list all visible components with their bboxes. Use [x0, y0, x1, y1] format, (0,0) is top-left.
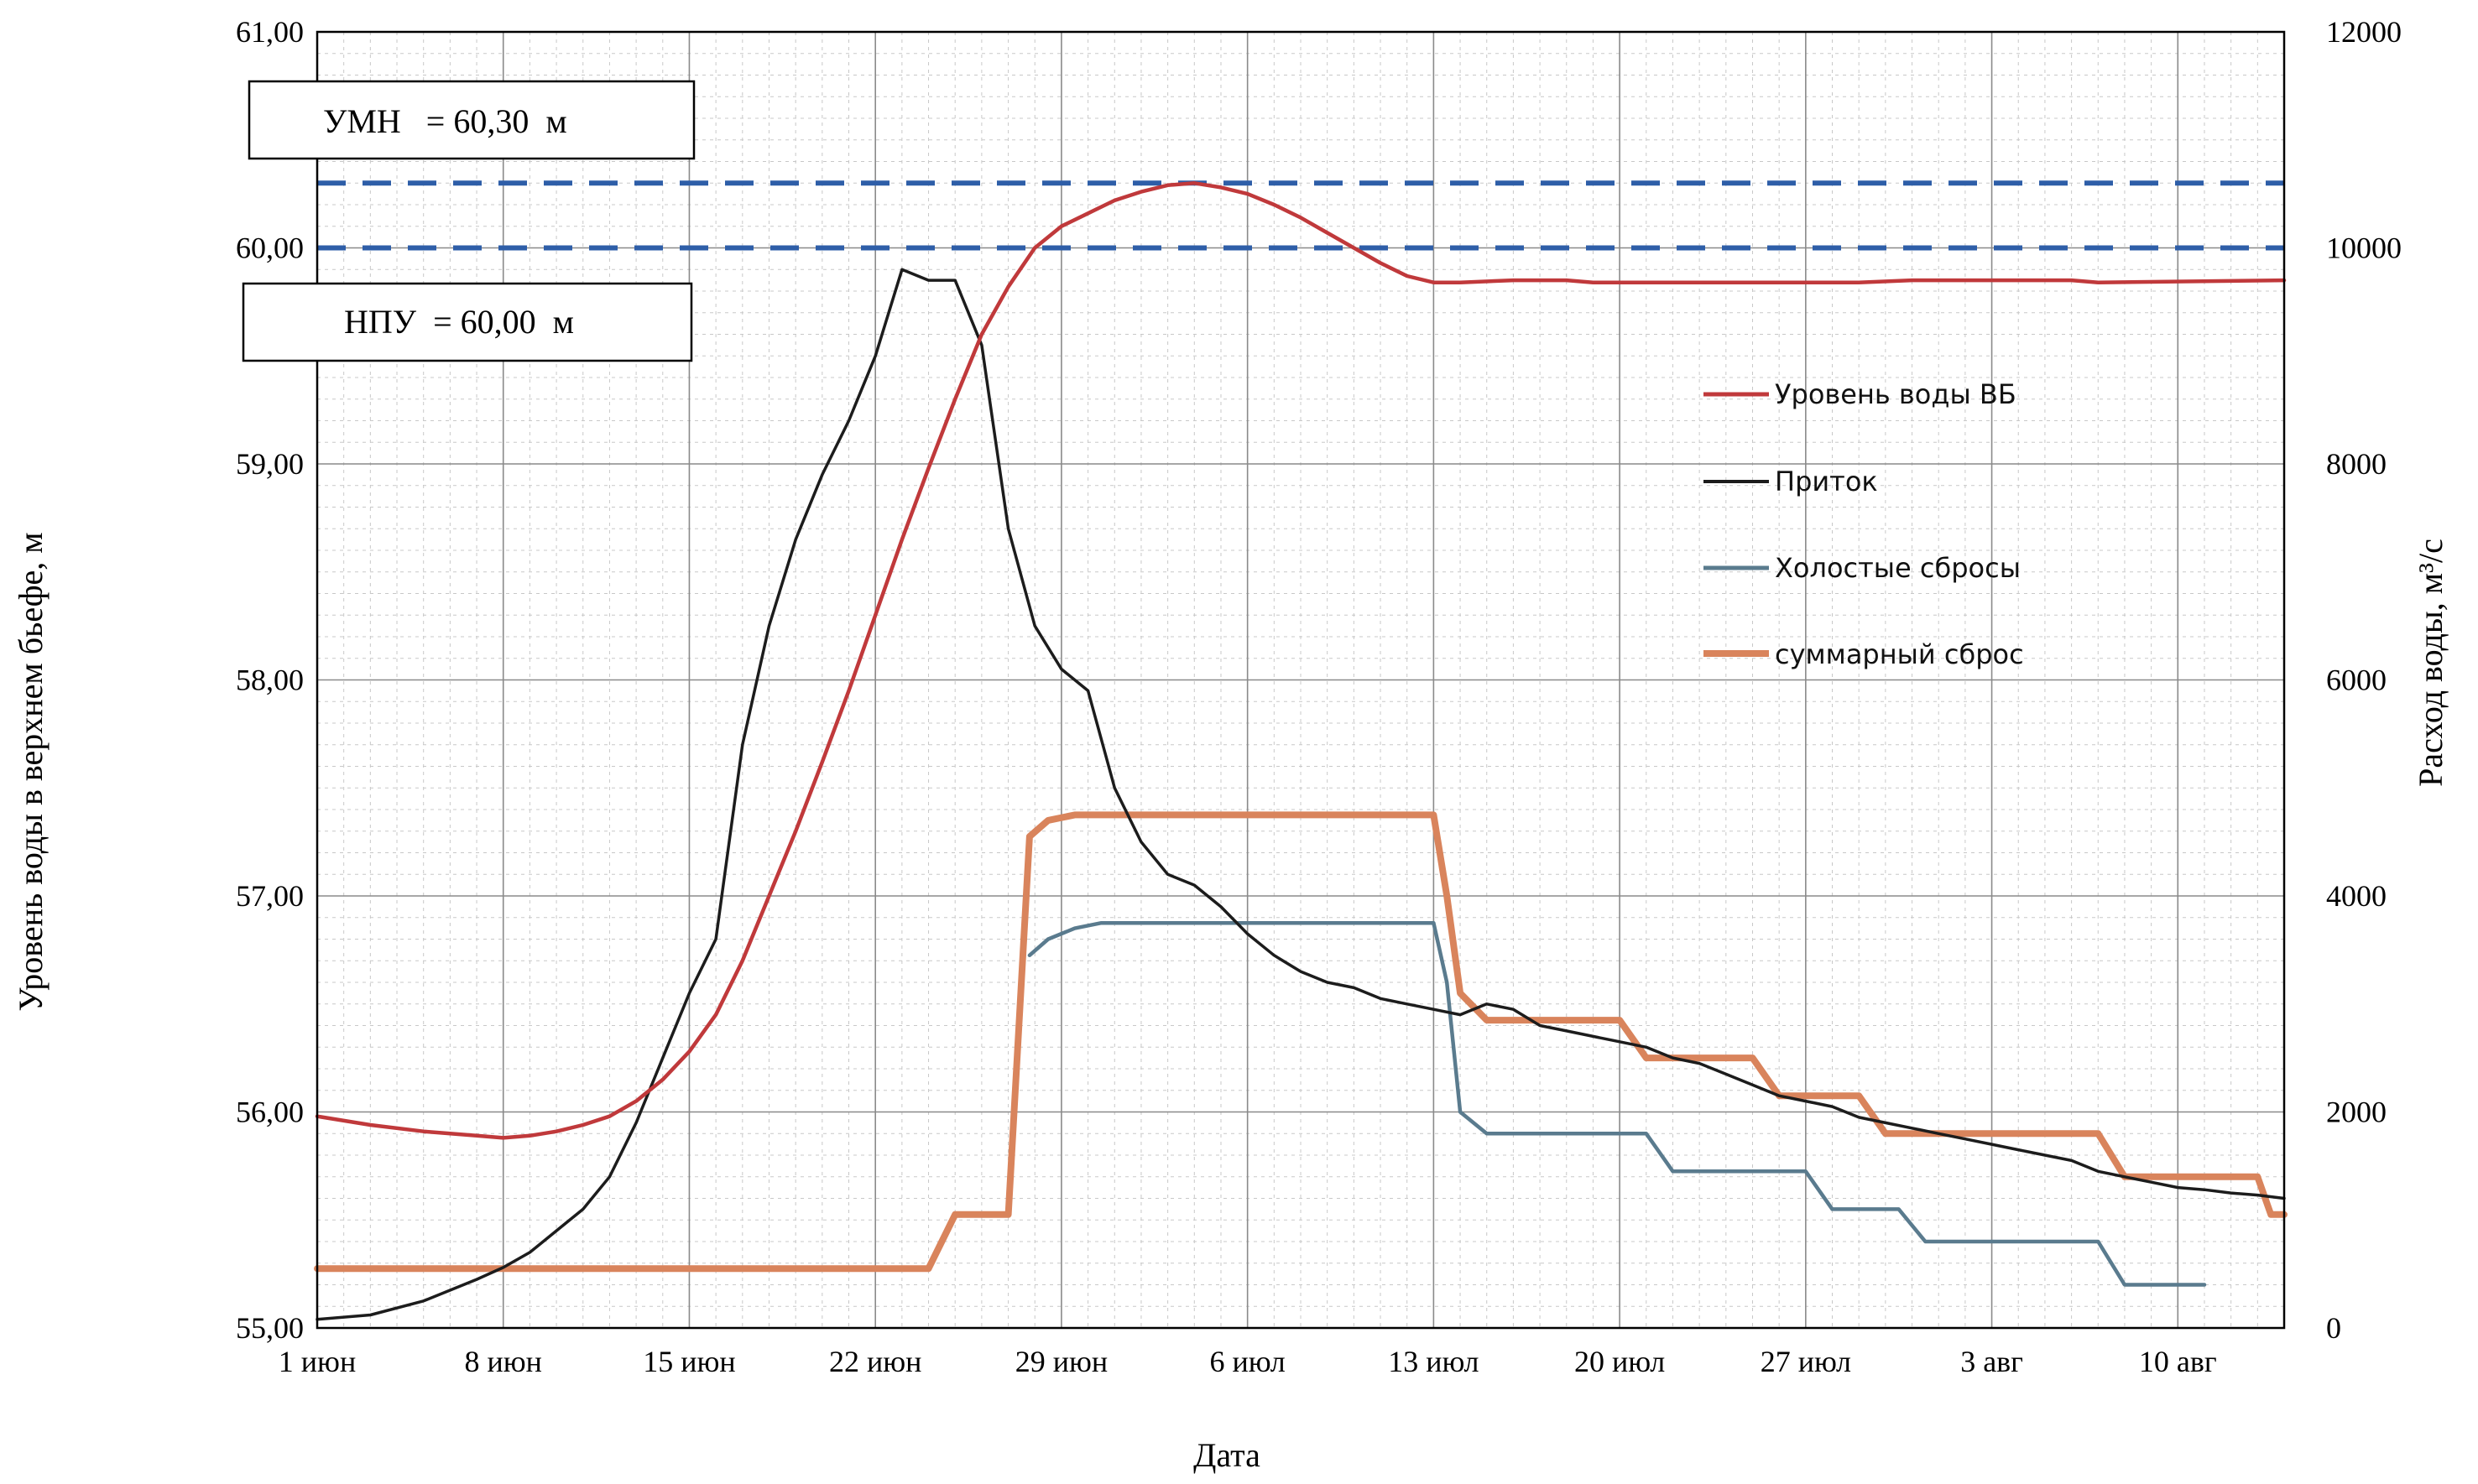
plot-frame — [316, 30, 2286, 1330]
x-tick-label: 29 июн — [1015, 1345, 1108, 1378]
left-tick-label: 60,00 — [236, 232, 304, 265]
right-tick-label: 8000 — [2326, 447, 2387, 481]
legend-label-total: суммарный сброс — [1775, 638, 2024, 670]
x-tick-label: 3 авг — [1960, 1345, 2023, 1378]
series-line-total-discharge — [314, 811, 2288, 1273]
x-tick-label: 1 июн — [279, 1345, 356, 1378]
right-tick-label: 10000 — [2326, 232, 2402, 265]
right-tick-label: 12000 — [2326, 15, 2402, 49]
left-tick-label: 58,00 — [236, 664, 304, 697]
umn-annotation-box — [248, 80, 696, 160]
x-tick-label: 27 июл — [1761, 1345, 1851, 1378]
left-axis-title: Уровень воды в верхнем бьефе, м — [12, 532, 50, 1011]
left-tick-label: 61,00 — [236, 15, 304, 49]
reference-lines — [317, 180, 2284, 251]
right-axis-ticks: 0 2000 4000 6000 8000 10000 12000 — [2326, 15, 2402, 1345]
x-tick-label: 6 июл — [1210, 1345, 1286, 1378]
right-axis-title: Расход воды, м³/с — [2412, 539, 2449, 787]
npu-annotation-text: НПУ = 60,00 м — [344, 303, 574, 341]
series-line-level — [315, 181, 2287, 1140]
left-tick-label: 59,00 — [236, 447, 304, 481]
legend-label-inflow: Приток — [1775, 466, 1878, 497]
npu-annotation: НПУ = 60,00 м — [242, 282, 693, 362]
left-tick-label: 56,00 — [236, 1096, 304, 1129]
right-tick-label: 4000 — [2326, 879, 2387, 913]
x-tick-label: 22 июн — [829, 1345, 921, 1378]
npu-annotation-box — [242, 282, 693, 362]
series-layer — [314, 181, 2288, 1321]
x-tick-label: 13 июл — [1388, 1345, 1479, 1378]
umn-annotation-text: УМН = 60,30 м — [323, 102, 567, 140]
right-tick-label: 6000 — [2326, 664, 2387, 697]
x-tick-label: 10 авг — [2139, 1345, 2217, 1378]
x-axis-ticks: 1 июн 8 июн 15 июн 22 июн 29 июн 6 июл 13 июл 2… — [279, 1345, 2217, 1378]
left-tick-label: 57,00 — [236, 879, 304, 913]
left-axis-ticks: 55,00 56,00 57,00 58,00 59,00 60,00 61,00 — [236, 15, 304, 1345]
x-tick-label: 20 июл — [1574, 1345, 1665, 1378]
series-line-idle-discharge — [1027, 920, 2207, 1287]
x-tick-label: 15 июн — [643, 1345, 735, 1378]
series-line-inflow — [316, 268, 2286, 1321]
x-axis-title: Дата — [1193, 1436, 1260, 1474]
right-tick-label: 0 — [2326, 1311, 2341, 1345]
legend-label-level: Уровень воды ВБ — [1775, 378, 2016, 410]
right-tick-label: 2000 — [2326, 1096, 2387, 1129]
legend: Уровень воды ВБ Приток Холостые сбросы с… — [1703, 378, 2024, 670]
legend-label-idle: Холостые сбросы — [1775, 552, 2021, 584]
left-tick-label: 55,00 — [236, 1311, 304, 1345]
umn-annotation: УМН = 60,30 м — [248, 80, 696, 160]
x-tick-label: 8 июн — [465, 1345, 542, 1378]
